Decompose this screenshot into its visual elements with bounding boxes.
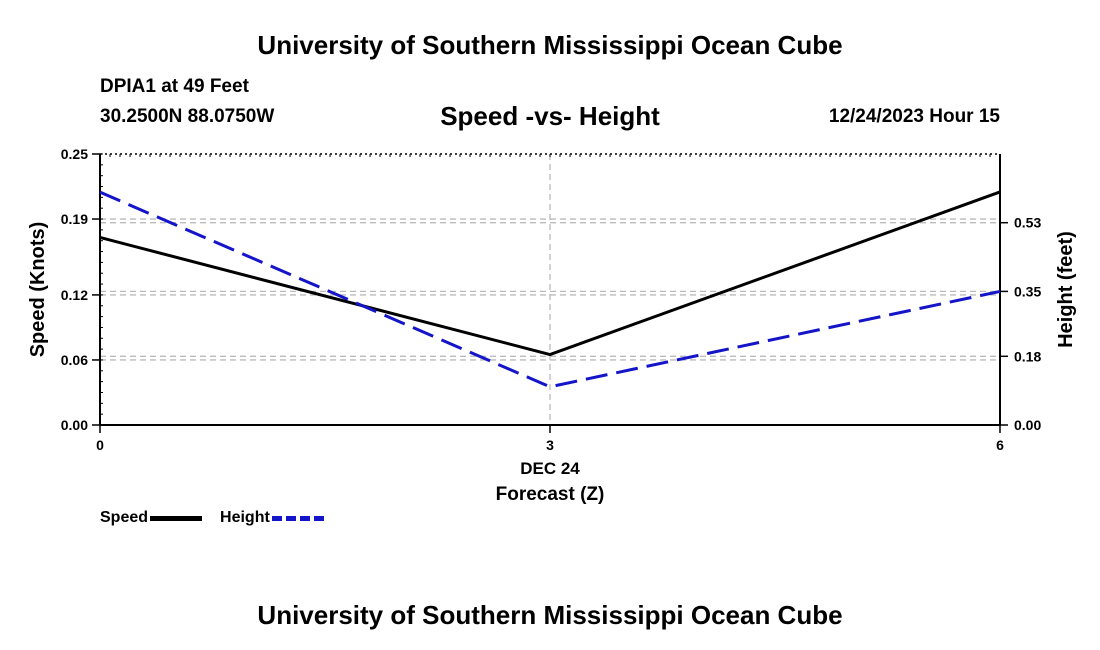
right-tick-label: 0.18: [1014, 348, 1041, 364]
x-tick-label: 6: [996, 437, 1004, 453]
y-axis-label-left: Speed (Knots): [27, 222, 49, 358]
legend-label-speed: Speed: [100, 509, 149, 526]
station-name: DPIA1 at 49 Feet: [100, 76, 249, 97]
chart-title: Speed -vs- Height: [440, 101, 660, 131]
left-tick-label: 0.00: [61, 417, 88, 433]
x-date-label: DEC 24: [520, 459, 580, 478]
legend-item-height: Height: [220, 509, 324, 527]
series-line-speed: [99, 190, 1001, 357]
timestamp: 12/24/2023 Hour 15: [828, 106, 1000, 127]
legend-label-height: Height: [220, 509, 270, 526]
right-tick-label: 0.00: [1014, 417, 1041, 433]
left-tick-label: 0.06: [61, 352, 88, 368]
grid-layer: [100, 154, 1000, 426]
left-tick-label: 0.12: [61, 287, 88, 303]
series-layer: [99, 190, 1001, 389]
legend-swatch-height: [271, 515, 324, 521]
legend-swatch-speed: [150, 515, 203, 521]
legend: Speed Height: [100, 509, 342, 527]
label-layer: 0.00 0.06 0.12 0.19 0.25 0.00 0.18 0.35 0.53 0 3 6 D…: [27, 146, 1077, 505]
legend-item-speed: Speed: [100, 509, 203, 527]
footer-title: University of Southern Mississippi Ocean…: [257, 600, 843, 630]
y-axis-label-right: Height (feet): [1055, 231, 1077, 348]
right-tick-label: 0.53: [1014, 215, 1041, 231]
axes-layer: [92, 153, 1008, 433]
station-coords: 30.2500N 88.0750W: [100, 106, 275, 127]
left-tick-label: 0.25: [61, 146, 88, 162]
x-tick-label: 0: [96, 437, 104, 453]
x-axis-label: Forecast (Z): [496, 484, 605, 505]
left-tick-label: 0.19: [61, 211, 88, 227]
x-tick-label: 3: [546, 437, 554, 453]
main-title: University of Southern Mississippi Ocean…: [257, 30, 843, 60]
right-tick-label: 0.35: [1014, 283, 1041, 299]
series-line-height: [99, 190, 1001, 389]
